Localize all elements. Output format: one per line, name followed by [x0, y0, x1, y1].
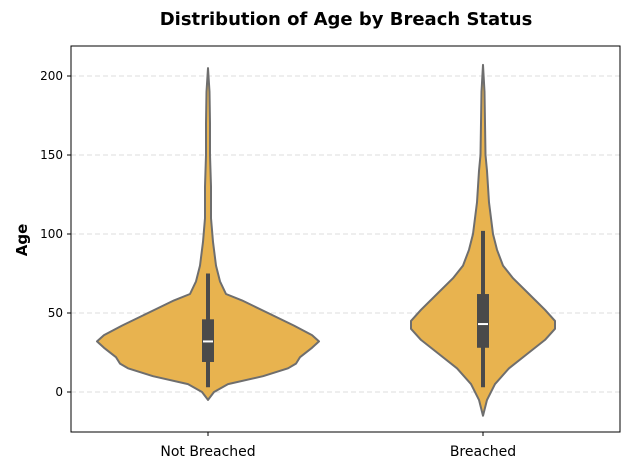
y-axis-label: Age [13, 224, 31, 257]
plot-frame [70, 45, 621, 433]
x-axis-ticks: Not Breached Breached [160, 432, 516, 460]
violin-breached [410, 63, 556, 417]
y-tick-label: 200 [40, 69, 63, 83]
violin-body [96, 67, 320, 401]
violins [96, 63, 556, 417]
y-tick-label: 50 [48, 306, 63, 320]
y-tick-label: 0 [55, 385, 63, 399]
y-tick-label: 100 [40, 227, 63, 241]
chart-title: Distribution of Age by Breach Status [160, 9, 533, 30]
x-tick-label: Breached [450, 444, 516, 460]
y-tick-label: 150 [40, 148, 63, 162]
x-tick-label: Not Breached [160, 444, 255, 460]
y-axis-ticks: 0 50 100 150 200 [40, 69, 71, 399]
iqr-box [477, 294, 489, 348]
violin-not-breached [96, 67, 320, 401]
